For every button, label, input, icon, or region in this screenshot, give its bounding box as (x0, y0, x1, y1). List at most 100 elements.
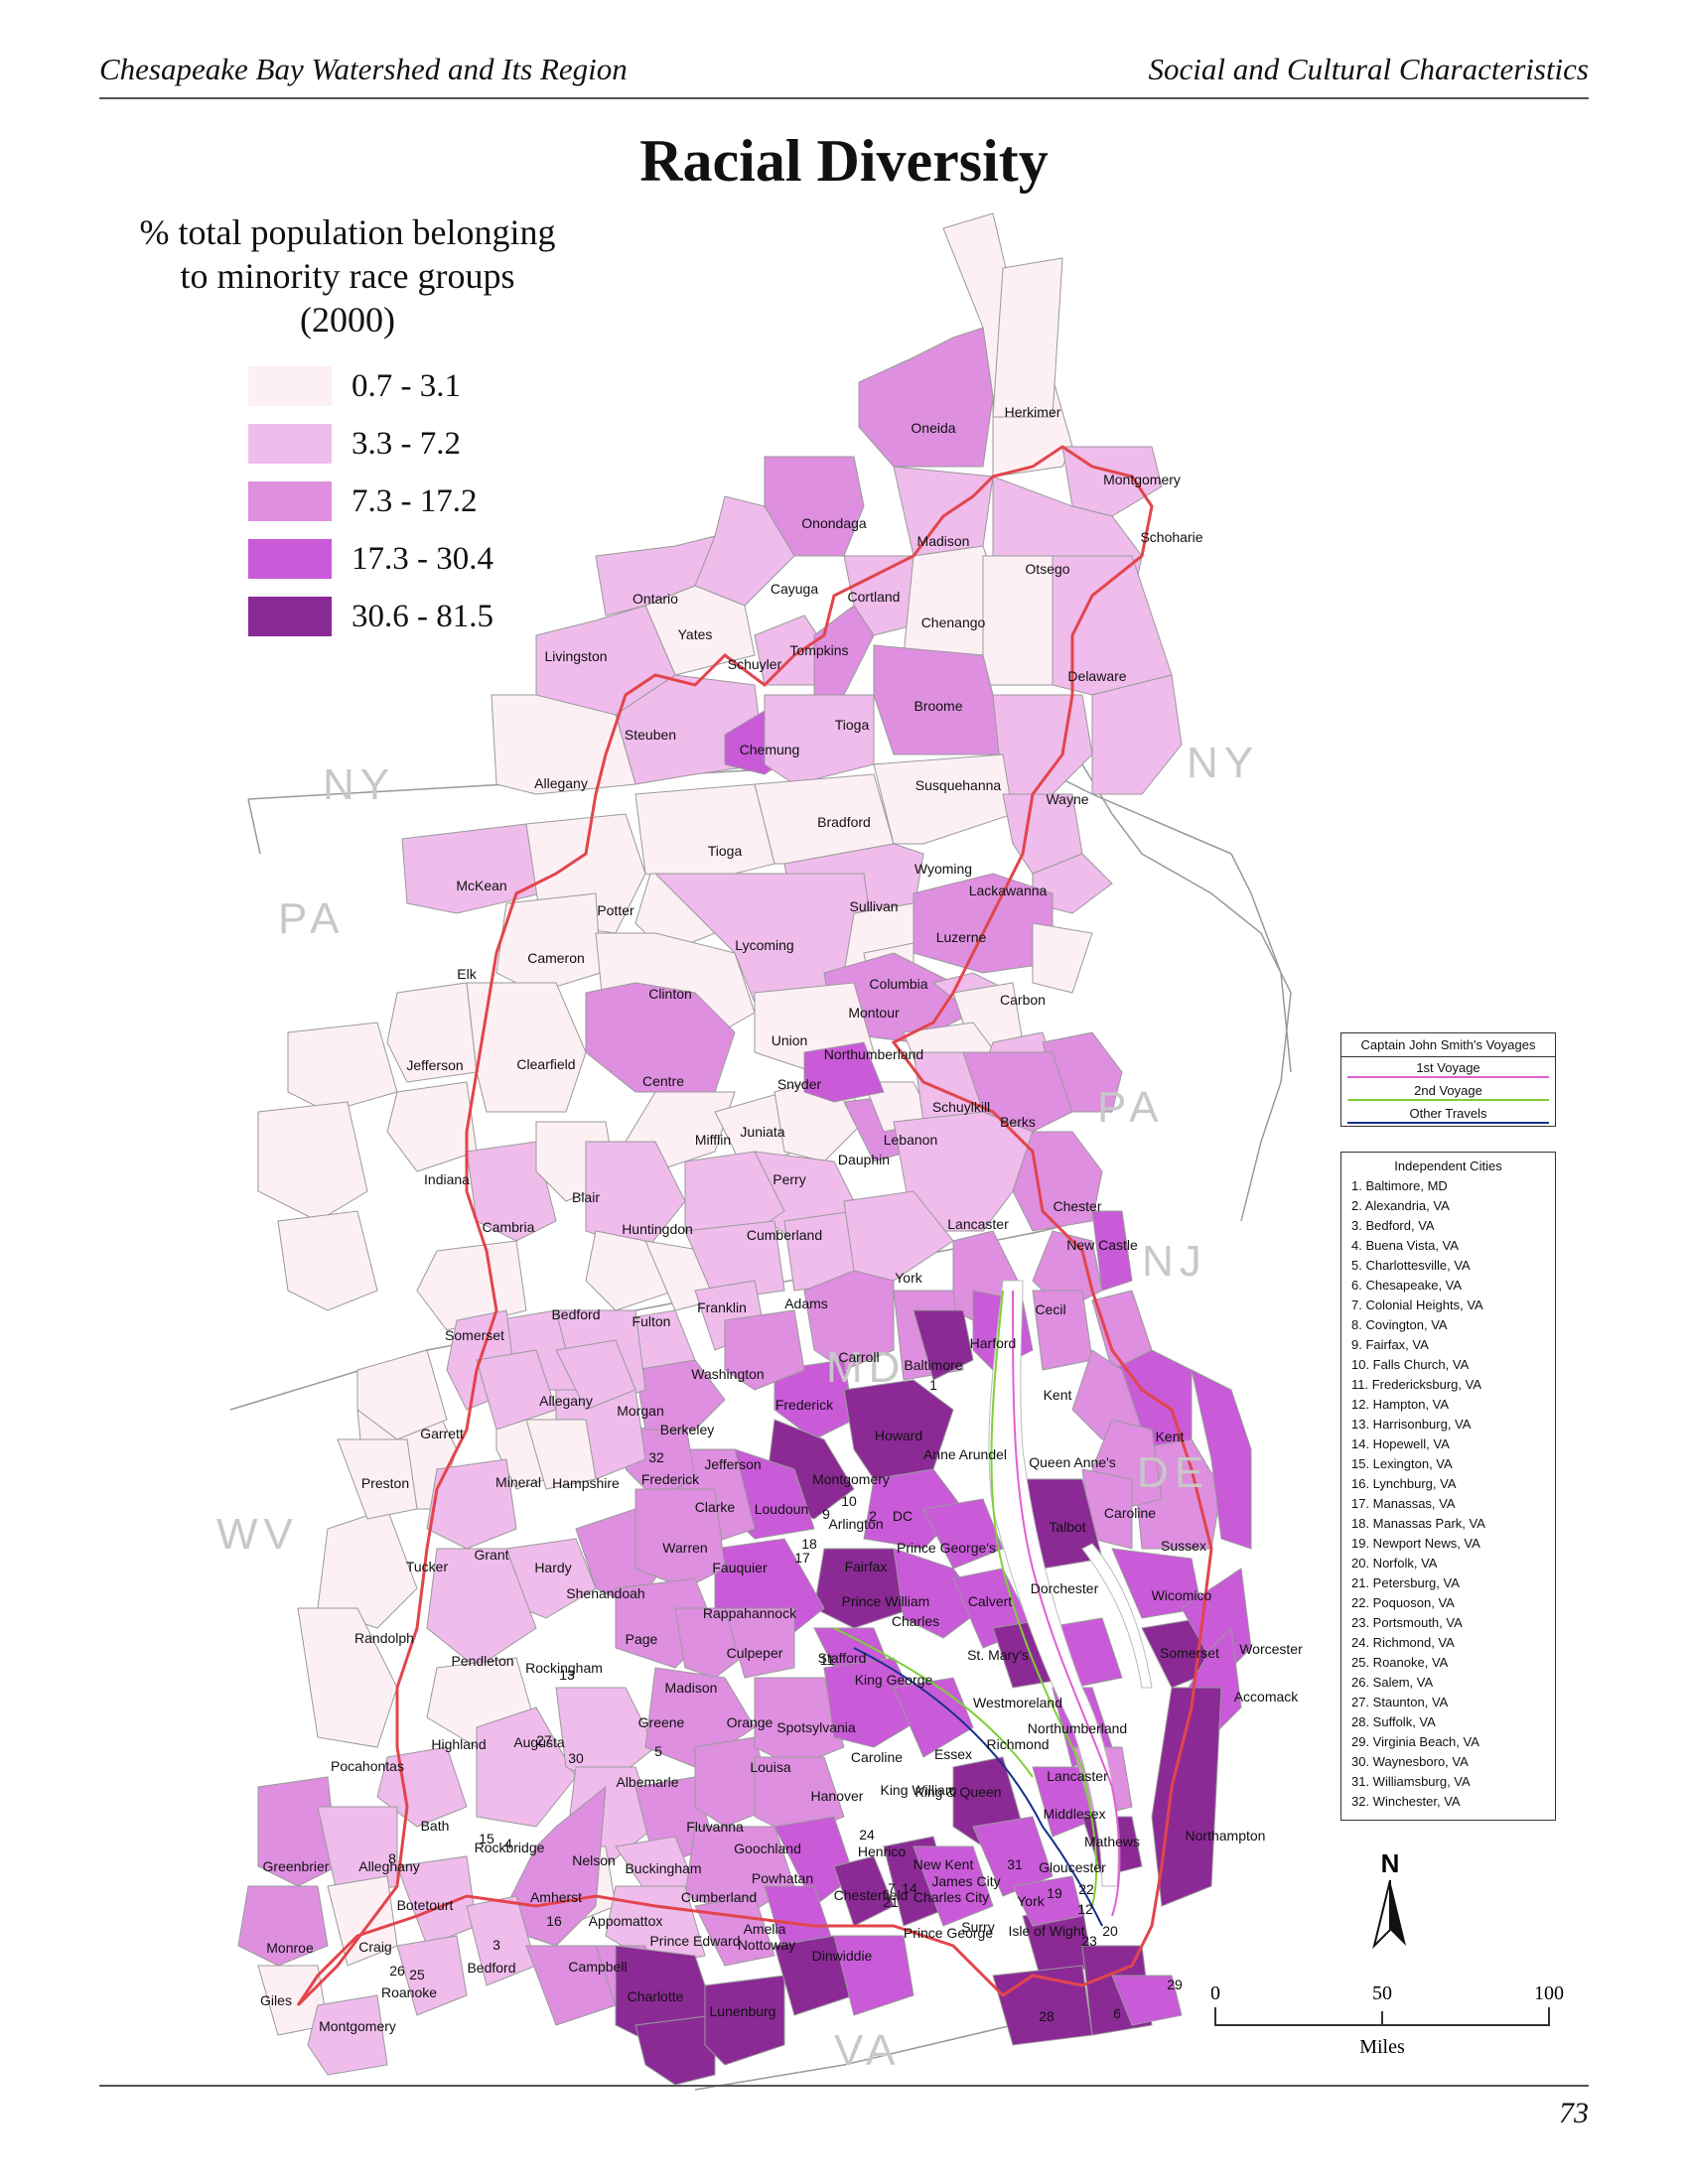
north-arrow-shape (1390, 1880, 1406, 1946)
county-label: Delaware (1067, 668, 1126, 684)
county-label: Herkimer (1005, 404, 1061, 420)
legend-title-line: % total population belonging (139, 212, 556, 252)
county-label: Isle of Wight (1008, 1923, 1084, 1939)
independent-city-item: 25. Roanoke, VA (1351, 1655, 1449, 1670)
legend-swatch (248, 481, 332, 521)
county-label: Montgomery (1103, 472, 1181, 487)
county-label: Essex (934, 1746, 972, 1762)
legend-class-label: 0.7 - 3.1 (352, 367, 461, 404)
independent-city-item: 15. Lexington, VA (1351, 1456, 1453, 1471)
independent-city-item: 24. Richmond, VA (1351, 1635, 1455, 1650)
county-label: Sussex (1161, 1538, 1206, 1554)
legend-swatch (248, 597, 332, 636)
county-label: Chemung (740, 742, 800, 757)
voyage-second-label: 2nd Voyage (1414, 1083, 1482, 1098)
county-label: York (895, 1270, 923, 1286)
county-label: Montgomery (812, 1471, 890, 1487)
voyage-second-line (1347, 1099, 1549, 1101)
state-labels: NY NY PA PA NJ DE MD WV VA (216, 739, 1253, 2075)
county-label: Clarke (695, 1499, 736, 1515)
county-label: King & Queen (914, 1784, 1001, 1800)
voyages-legend-title: Captain John Smith's Voyages (1341, 1033, 1555, 1057)
independent-city-item: 13. Harrisonburg, VA (1351, 1417, 1472, 1432)
county-label: Caroline (851, 1749, 903, 1765)
county-label: Allegany (539, 1393, 593, 1409)
scale-tick-label: 100 (1534, 1985, 1564, 2004)
state-label-wv: WV (216, 1510, 299, 1559)
city-marker: 11 (820, 1652, 835, 1668)
scale-tick-label: 50 (1372, 1985, 1392, 2004)
county-label: Chester (1053, 1198, 1101, 1214)
county-label: Gloucester (1039, 1859, 1106, 1875)
county-label: Rockbridge (475, 1840, 545, 1855)
header-rule (99, 97, 1589, 99)
county-label: King William (880, 1782, 956, 1798)
county-label: Fauquier (712, 1560, 768, 1575)
county-label: Preston (361, 1475, 409, 1491)
county-label: Anne Arundel (923, 1446, 1007, 1462)
county-labels: Herkimer Oneida Montgomery Onondaga Schohari… (260, 404, 1303, 2034)
county-label: Madison (665, 1680, 718, 1696)
independent-city-item: 18. Manassas Park, VA (1351, 1516, 1485, 1531)
city-marker: 2 (869, 1508, 877, 1524)
city-marker: 14 (902, 1880, 917, 1896)
legend-title: % total population belonging to minority… (109, 210, 586, 341)
county-label: Cumberland (681, 1889, 757, 1905)
county-label: Mathews (1084, 1834, 1140, 1849)
county-label: Montgomery (319, 2018, 396, 2034)
independent-cities-items: 1. Baltimore, MD 2. Alexandria, VA 3. Bedf… (1341, 1176, 1555, 1812)
county-label: Giles (260, 1992, 292, 2008)
city-marker: 10 (841, 1493, 857, 1509)
county-label: Prince Edward (649, 1933, 740, 1949)
independent-city-item: 29. Virginia Beach, VA (1351, 1734, 1479, 1749)
legend-class-label: 17.3 - 30.4 (352, 540, 493, 577)
state-label-pa-east: PA (1097, 1083, 1164, 1132)
county-label: Frederick (641, 1471, 700, 1487)
legend-swatch (248, 424, 332, 464)
county-label: Morgan (617, 1403, 663, 1419)
city-marker: 22 (1078, 1881, 1094, 1897)
county-label: Goochland (734, 1841, 801, 1856)
independent-city-item: 32. Winchester, VA (1351, 1794, 1461, 1809)
county-label: Howard (875, 1428, 922, 1443)
county-label: Broome (914, 698, 962, 714)
county-label: Yates (678, 626, 713, 642)
independent-city-item: 22. Poquoson, VA (1351, 1595, 1455, 1610)
legend-title-line: (2000) (300, 300, 395, 340)
county-label: Schuyler (728, 656, 782, 672)
county-label: Accomack (1234, 1689, 1300, 1705)
county-label: Chenango (921, 614, 986, 630)
county-label: Lebanon (884, 1132, 938, 1148)
county-label: Fulton (633, 1313, 671, 1329)
voyage-first-label: 1st Voyage (1416, 1060, 1480, 1075)
city-marker: 23 (1081, 1933, 1097, 1949)
voyage-routes (833, 1290, 1121, 1927)
city-marker: 31 (1007, 1856, 1023, 1872)
county-label: Albemarle (616, 1774, 678, 1790)
county-label: McKean (456, 878, 506, 893)
county-label: Hardy (534, 1560, 571, 1575)
city-marker: 29 (1167, 1977, 1183, 1992)
voyage-other-line (1347, 1122, 1549, 1124)
county-label: Dorchester (1031, 1580, 1099, 1596)
county-label: Botetourt (397, 1897, 454, 1913)
independent-city-item: 27. Staunton, VA (1351, 1695, 1449, 1709)
county-label: Bedford (551, 1306, 600, 1322)
county-label: Randolph (354, 1630, 414, 1646)
county-label: Allegany (534, 775, 588, 791)
legend-swatch (248, 539, 332, 579)
state-label-de: DE (1137, 1448, 1209, 1497)
independent-city-item: 21. Petersburg, VA (1351, 1575, 1460, 1590)
county-label: Wayne (1046, 791, 1088, 807)
scale-bar-graphic: 0 50 100 Miles (1210, 1982, 1564, 2058)
county-label: Grant (474, 1547, 508, 1563)
county-label: Prince William (842, 1593, 930, 1609)
city-marker: 28 (1039, 2008, 1055, 2024)
county-label: Centre (642, 1073, 684, 1089)
city-marker: 1 (929, 1377, 937, 1393)
county-label: Northumberland (1028, 1720, 1127, 1736)
watershed-boundary (296, 445, 1213, 2007)
voyage-other-label: Other Travels (1409, 1106, 1487, 1121)
independent-city-item: 7. Colonial Heights, VA (1351, 1297, 1483, 1312)
